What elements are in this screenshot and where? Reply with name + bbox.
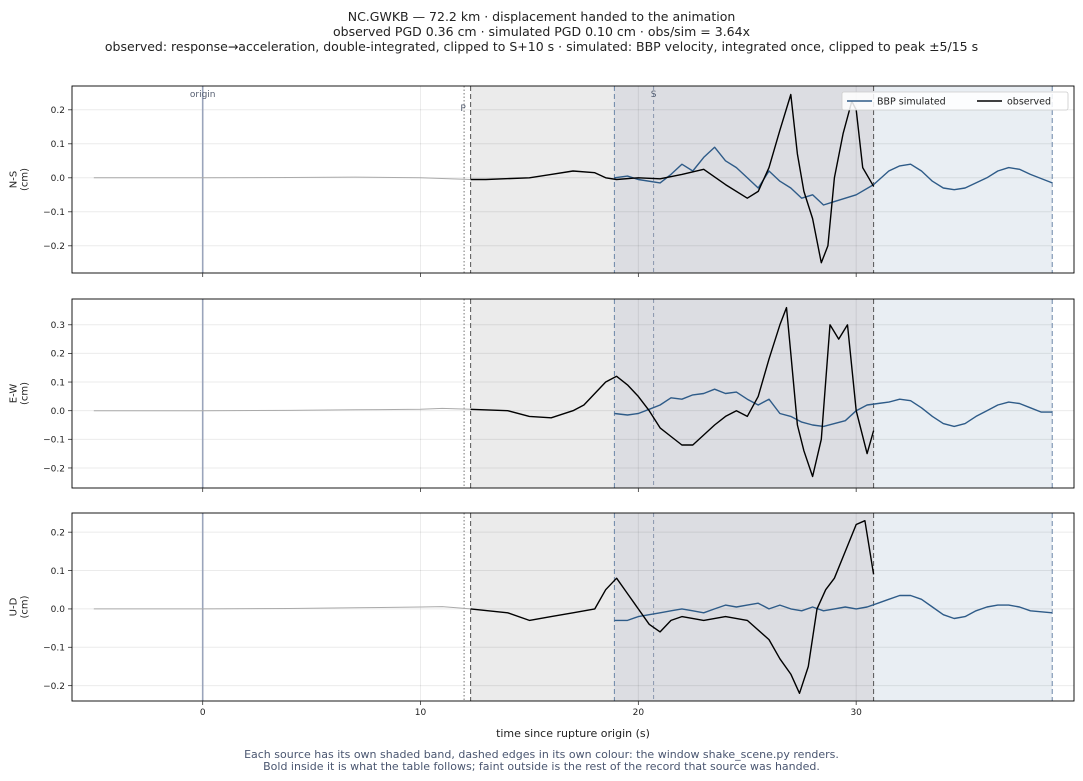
y-tick-label: 0.2	[51, 106, 65, 116]
x-tick-label: 10	[415, 708, 427, 718]
y-tick-label: 0.0	[51, 407, 66, 417]
observed-trace	[470, 93, 875, 264]
chart-title-line-3: observed: response→acceleration, double-…	[104, 39, 979, 54]
y-tick-label: −0.1	[43, 644, 65, 654]
overlap-window-band	[614, 299, 874, 488]
observed-faint-trace	[93, 606, 471, 610]
p-arrival-label: P	[460, 104, 466, 114]
simulated-trace	[614, 146, 1053, 206]
y-axis-label: E-W(cm)	[9, 382, 31, 405]
simulated-trace	[614, 594, 1053, 622]
y-tick-label: 0.2	[51, 350, 65, 360]
overlap-window-band	[614, 513, 874, 701]
panel-frame	[71, 298, 1075, 489]
observed-trace	[470, 306, 875, 478]
x-axis-label: time since rupture origin (s)	[496, 727, 650, 740]
observed-faint-trace	[93, 407, 471, 412]
y-tick-label: 0.2	[51, 528, 65, 538]
y-axis-label: N-S(cm)	[9, 168, 31, 191]
y-tick-label: −0.1	[43, 208, 65, 218]
x-tick-label: 20	[633, 708, 645, 718]
chart-title-line-2: observed PGD 0.36 cm · simulated PGD 0.1…	[333, 24, 750, 39]
x-tick-label: 30	[850, 708, 862, 718]
y-tick-label: 0.1	[51, 567, 65, 577]
y-tick-label: 0.0	[51, 605, 66, 615]
overlap-window-band	[614, 86, 874, 273]
panel-2: −0.2 −0.1 0.0 0.1 0.2 0.3 E-W(cm)	[9, 298, 1075, 492]
simulated-trace	[614, 388, 1053, 428]
panel-1: −0.2 −0.1 0.0 0.1 0.2 N-S(cm) origin P S BBP simu…	[9, 85, 1075, 277]
s-arrival-label: S	[651, 90, 657, 100]
y-tick-label: 0.0	[51, 174, 66, 184]
footnote-line-2: Bold inside it is what the table follows…	[263, 760, 820, 773]
y-tick-label: 0.1	[51, 378, 65, 388]
origin-label: origin	[190, 90, 216, 100]
y-tick-label: −0.2	[43, 682, 65, 692]
y-tick-label: 0.1	[51, 140, 65, 150]
y-tick-label: 0.3	[51, 321, 65, 331]
legend-observed-label: observed	[1007, 97, 1051, 108]
y-tick-label: −0.2	[43, 464, 65, 474]
legend-simulated-label: BBP simulated	[877, 97, 946, 108]
legend: BBP simulated observed	[841, 91, 1069, 111]
observed-trace	[470, 520, 875, 694]
footnote-line-1: Each source has its own shaded band, das…	[244, 748, 839, 761]
observed-faint-trace	[93, 176, 471, 180]
panel-frame	[71, 85, 1075, 274]
chart-title-line-1: NC.GWKB — 72.2 km · displacement handed …	[347, 9, 736, 24]
y-tick-label: −0.2	[43, 242, 65, 252]
legend-box	[841, 91, 1069, 111]
y-axis-label: U-D(cm)	[9, 595, 31, 618]
panel-frame	[71, 512, 1075, 702]
x-tick-label: 0	[200, 708, 206, 718]
panel-3: −0.2 −0.1 0.0 0.1 0.2 0 10 20 30 U-D(cm)	[9, 512, 1075, 718]
y-tick-label: −0.1	[43, 436, 65, 446]
